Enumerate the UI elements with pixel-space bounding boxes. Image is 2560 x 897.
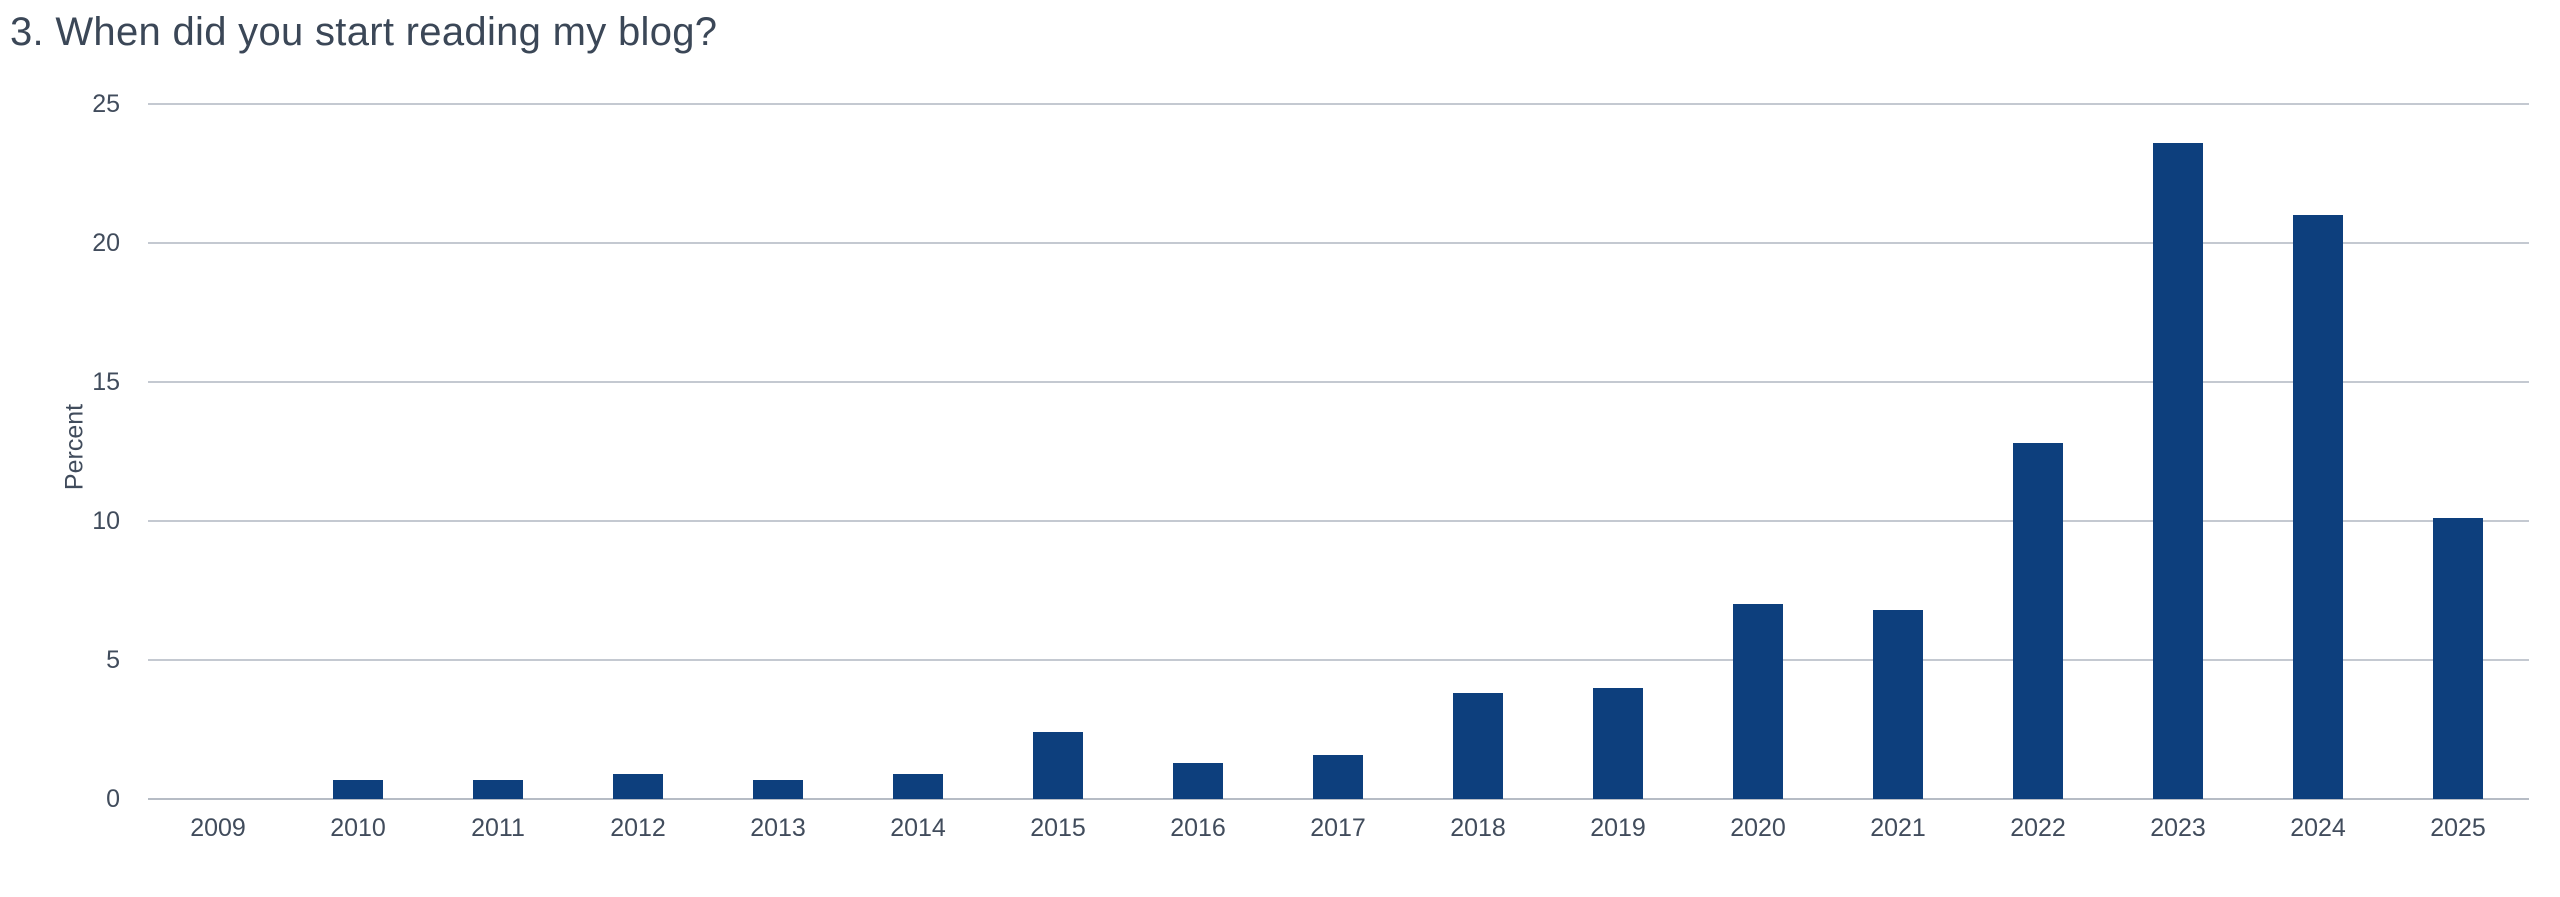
x-tick-label-2018: 2018 — [1450, 814, 1506, 842]
x-tick-label-2009: 2009 — [190, 814, 246, 842]
x-tick-label-2015: 2015 — [1030, 814, 1086, 842]
bar-2020[interactable] — [1733, 604, 1783, 799]
bar-2023[interactable] — [2153, 142, 2203, 799]
bar-2012[interactable] — [613, 773, 663, 799]
x-tick-label-2017: 2017 — [1310, 814, 1366, 842]
gridline-20 — [148, 242, 2529, 244]
bar-2021[interactable] — [1873, 609, 1923, 799]
x-tick-label-2019: 2019 — [1590, 814, 1646, 842]
gridline-0 — [148, 798, 2529, 800]
x-tick-label-2020: 2020 — [1730, 814, 1786, 842]
gridline-5 — [148, 659, 2529, 661]
gridline-10 — [148, 520, 2529, 522]
x-tick-label-2010: 2010 — [330, 814, 386, 842]
x-tick-label-2021: 2021 — [1870, 814, 1926, 842]
bar-2016[interactable] — [1173, 762, 1223, 799]
x-tick-label-2025: 2025 — [2430, 814, 2486, 842]
y-tick-label-25: 25 — [92, 90, 120, 118]
chart-title: 3. When did you start reading my blog? — [10, 10, 718, 54]
bar-2011[interactable] — [473, 779, 523, 799]
y-tick-label-0: 0 — [106, 785, 120, 813]
bar-2013[interactable] — [753, 779, 803, 799]
bar-2010[interactable] — [333, 779, 383, 799]
x-tick-label-2022: 2022 — [2010, 814, 2066, 842]
bar-2018[interactable] — [1453, 693, 1503, 799]
bar-2024[interactable] — [2293, 215, 2343, 799]
x-tick-label-2014: 2014 — [890, 814, 946, 842]
x-axis-tick-labels: 2009 2010 2011 2012 2013 2014 2015 2016 2017 2018… — [148, 814, 2529, 850]
plot-area — [148, 103, 2529, 800]
gridline-25 — [148, 103, 2529, 105]
y-tick-label-15: 15 — [92, 368, 120, 396]
bar-2025[interactable] — [2433, 518, 2483, 799]
x-tick-label-2012: 2012 — [610, 814, 666, 842]
bar-2019[interactable] — [1593, 687, 1643, 799]
y-tick-label-5: 5 — [106, 646, 120, 674]
x-tick-label-2016: 2016 — [1170, 814, 1226, 842]
bar-2015[interactable] — [1033, 732, 1083, 799]
y-tick-label-20: 20 — [92, 229, 120, 257]
bar-2017[interactable] — [1313, 754, 1363, 799]
x-tick-label-2011: 2011 — [471, 814, 525, 842]
y-tick-label-10: 10 — [92, 507, 120, 535]
x-tick-label-2024: 2024 — [2290, 814, 2346, 842]
gridline-15 — [148, 381, 2529, 383]
bar-2022[interactable] — [2013, 443, 2063, 799]
y-axis-title: Percent — [60, 403, 89, 491]
bar-2014[interactable] — [893, 773, 943, 799]
x-tick-label-2023: 2023 — [2150, 814, 2206, 842]
x-tick-label-2013: 2013 — [750, 814, 806, 842]
